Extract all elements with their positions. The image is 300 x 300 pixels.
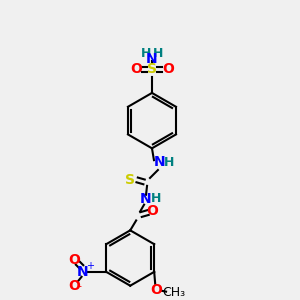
Text: +: + xyxy=(86,261,94,271)
Text: O: O xyxy=(69,279,81,293)
Text: O: O xyxy=(130,62,142,76)
Text: N: N xyxy=(140,192,152,206)
Text: N: N xyxy=(77,265,88,279)
Text: N: N xyxy=(146,52,158,66)
Text: S: S xyxy=(125,173,135,187)
Text: O: O xyxy=(146,204,158,218)
Text: O: O xyxy=(69,253,81,267)
Text: O: O xyxy=(162,62,174,76)
Text: H: H xyxy=(141,47,151,60)
Text: S: S xyxy=(147,62,157,76)
Text: CH₃: CH₃ xyxy=(162,286,185,299)
Text: H: H xyxy=(151,192,161,205)
Text: -: - xyxy=(78,281,82,291)
Text: O: O xyxy=(150,283,162,297)
Text: H: H xyxy=(153,47,163,60)
Text: H: H xyxy=(164,156,174,169)
Text: N: N xyxy=(154,155,166,169)
